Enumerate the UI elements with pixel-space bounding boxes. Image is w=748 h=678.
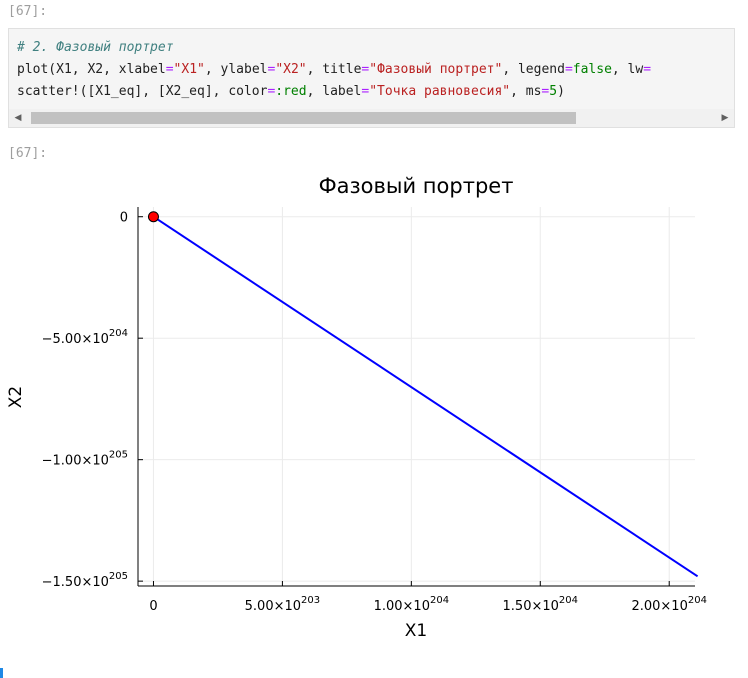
- x-tick-exponent: 204: [430, 595, 449, 606]
- y-tick-mantissa: −1.00×10: [42, 454, 109, 469]
- phase-portrait-plot: 0 5.00×10203 1.00×10204 1.50×10204 2.00×1020…: [6, 174, 707, 641]
- x-tick-mantissa: 2.00×10: [631, 599, 687, 614]
- x-tick-mantissa: 1.50×10: [503, 599, 559, 614]
- x-tick-exponent: 204: [688, 595, 707, 606]
- code-line: # 2. Фазовый портрет: [17, 37, 651, 59]
- code-token: , lw: [611, 62, 644, 77]
- chart-title: Фазовый портрет: [319, 174, 514, 198]
- code-token: , ms: [510, 84, 542, 99]
- y-tick-exponent: 205: [109, 450, 128, 461]
- code-token: , ylabel: [204, 62, 268, 77]
- code-token: false: [572, 62, 612, 77]
- y-tick-exponent: 204: [109, 328, 128, 339]
- y-tick-label: −5.00×10204: [42, 328, 128, 347]
- code-line: scatter!([X1_eq], [X2_eq], color=:red, l…: [17, 81, 651, 103]
- x-tick-label: 0: [149, 599, 157, 614]
- y-tick-label: −1.00×10205: [42, 450, 128, 469]
- x-axis-label: X1: [405, 621, 427, 641]
- code-token: "Точка равновесия": [369, 84, 511, 99]
- code-token: =: [643, 62, 652, 77]
- code-token: =: [541, 84, 550, 99]
- equilibrium-point: [147, 211, 159, 223]
- y-tick-label: 0: [120, 211, 128, 226]
- y-tick-label: −1.50×10205: [42, 571, 128, 590]
- code-editor[interactable]: # 2. Фазовый портрет plot(X1, X2, xlabel=…: [17, 37, 651, 103]
- code-token: "Фазовый портрет": [369, 62, 503, 77]
- code-token: =: [267, 84, 276, 99]
- x-tick-label: 2.00×10204: [631, 595, 706, 614]
- code-token: scatter!([X1_eq], [X2_eq], color: [17, 84, 268, 99]
- input-prompt: [67]:: [8, 4, 48, 19]
- code-token: "X1": [173, 62, 205, 77]
- y-tick-exponent: 205: [109, 571, 128, 582]
- code-token: # 2. Фазовый портрет: [17, 40, 174, 55]
- code-token: ): [557, 84, 565, 99]
- x-tick-mantissa: 5.00×10: [245, 599, 301, 614]
- horizontal-scrollbar[interactable]: ◀ ▶: [9, 109, 734, 127]
- code-token: =: [564, 62, 573, 77]
- scroll-left-icon[interactable]: ◀: [14, 113, 22, 123]
- code-cell[interactable]: # 2. Фазовый портрет plot(X1, X2, xlabel=…: [8, 28, 735, 128]
- y-tick-mantissa: −1.50×10: [42, 575, 109, 590]
- code-token: =: [267, 62, 276, 77]
- code-token: , legend: [502, 62, 565, 77]
- phase-trajectory-line: [152, 215, 699, 578]
- x-tick-label: 5.00×10203: [245, 595, 320, 614]
- x-tick-exponent: 204: [559, 595, 578, 606]
- code-token: , title: [306, 62, 362, 77]
- code-token: plot(X1, X2, xlabel: [17, 62, 166, 77]
- output-prompt: [67]:: [8, 146, 48, 161]
- code-token: :red: [275, 84, 307, 99]
- x-tick-mantissa: 0: [149, 599, 157, 614]
- x-tick-exponent: 203: [301, 595, 320, 606]
- cell-selection-indicator: [0, 668, 3, 678]
- code-token: =: [361, 62, 370, 77]
- y-tick-mantissa: 0: [120, 211, 128, 226]
- x-tick-mantissa: 1.00×10: [374, 599, 430, 614]
- scrollbar-thumb[interactable]: [31, 112, 576, 124]
- x-tick-label: 1.00×10204: [374, 595, 449, 614]
- y-tick-mantissa: −5.00×10: [42, 332, 109, 347]
- code-token: "X2": [275, 62, 307, 77]
- code-token: =: [361, 84, 370, 99]
- code-token: , label: [306, 84, 362, 99]
- code-token: =: [165, 62, 174, 77]
- scroll-right-icon[interactable]: ▶: [721, 113, 729, 123]
- code-token: 5: [549, 84, 558, 99]
- y-axis-label: X2: [6, 386, 26, 408]
- code-line: plot(X1, X2, xlabel="X1", ylabel="X2", t…: [17, 59, 651, 81]
- x-tick-label: 1.50×10204: [503, 595, 578, 614]
